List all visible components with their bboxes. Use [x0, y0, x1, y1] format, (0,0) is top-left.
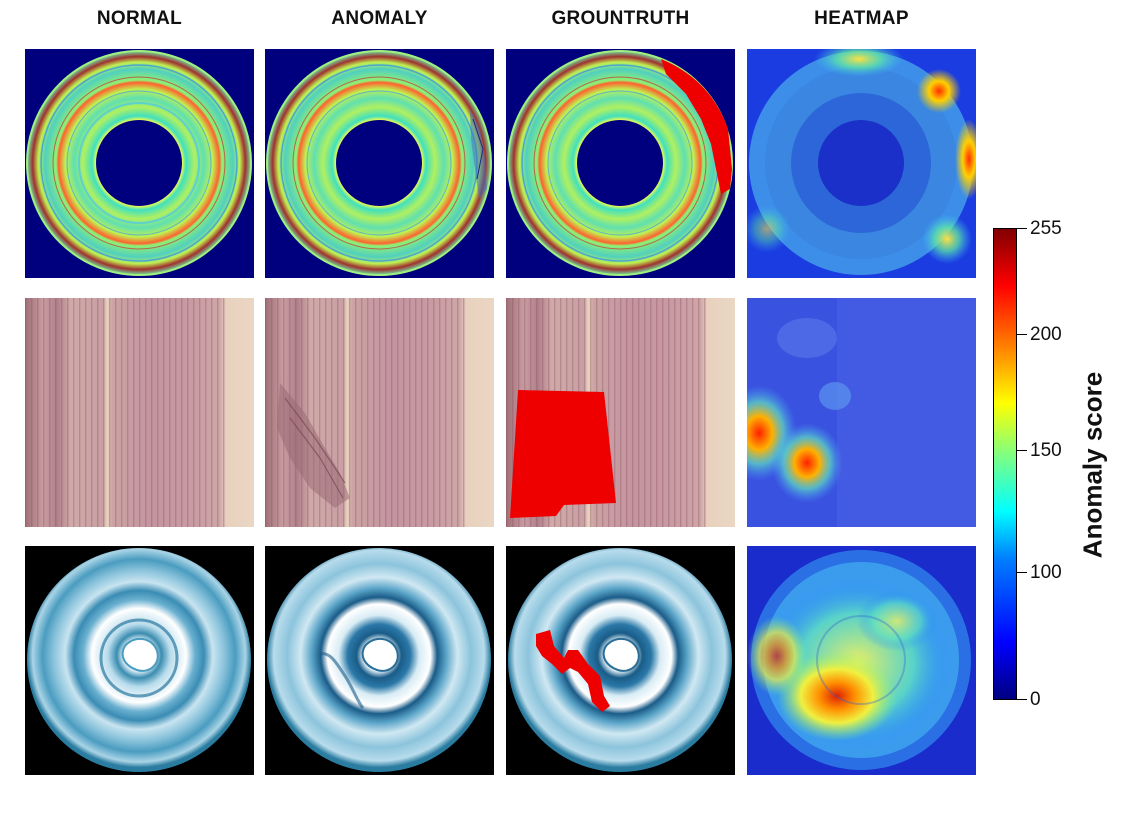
row2-anomaly-image	[265, 298, 494, 527]
row1-heatmap-image	[747, 49, 976, 278]
defect-mask	[536, 630, 610, 712]
colorbar-tick	[1017, 450, 1027, 451]
column-title-groundtruth: GROUNTRUTH	[551, 8, 690, 29]
colorbar-tick	[1017, 334, 1027, 335]
row2-heatmap-image	[747, 298, 976, 527]
row2-groundtruth-image	[506, 298, 735, 527]
row3-heatmap-image	[747, 546, 976, 775]
colorbar-tick-label-0: 0	[1030, 689, 1041, 710]
row1-anomaly-image	[265, 49, 494, 278]
defect-mask	[510, 390, 616, 518]
colorbar-tick	[1017, 228, 1027, 229]
anomaly-score-colorbar	[993, 228, 1017, 700]
row3-normal-image	[25, 546, 254, 775]
defect-mask	[661, 59, 732, 194]
colorbar-tick-label-100: 100	[1030, 562, 1062, 583]
colorbar-tick	[1017, 699, 1027, 700]
row2-normal-image	[25, 298, 254, 527]
row1-normal-image	[25, 49, 254, 278]
row3-anomaly-image	[265, 546, 494, 775]
row3-groundtruth-image	[506, 546, 735, 775]
row1-groundtruth-image	[506, 49, 735, 278]
colorbar-tick-label-200: 200	[1030, 324, 1062, 345]
colorbar-tick	[1017, 572, 1027, 573]
colorbar-label: Anomaly score	[1077, 371, 1108, 559]
colorbar-tick-label-255: 255	[1030, 218, 1062, 239]
column-title-anomaly: ANOMALY	[331, 8, 428, 29]
colorbar-tick-label-150: 150	[1030, 440, 1062, 461]
column-title-normal: NORMAL	[96, 8, 183, 29]
column-title-heatmap: HEATMAP	[814, 8, 909, 29]
